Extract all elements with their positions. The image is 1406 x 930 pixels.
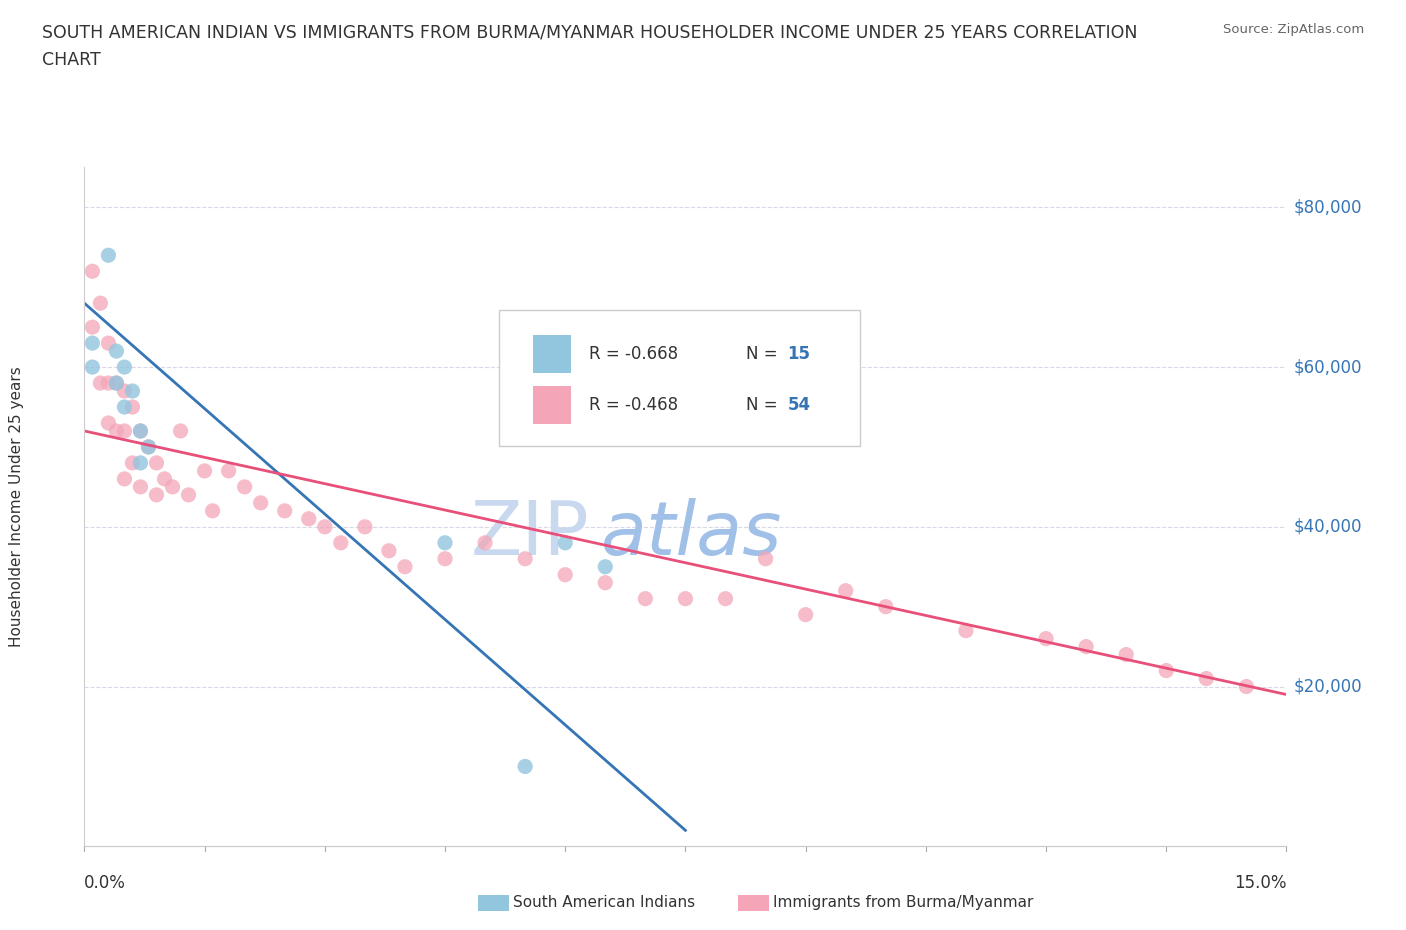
Text: Householder Income Under 25 years: Householder Income Under 25 years <box>10 366 24 647</box>
Point <box>82 336 104 351</box>
Point <box>153 472 176 486</box>
Point <box>595 576 617 591</box>
Point <box>114 423 135 438</box>
Point <box>121 383 143 398</box>
Point <box>794 607 817 622</box>
Point <box>955 623 977 638</box>
Point <box>129 423 152 438</box>
Text: N =: N = <box>745 396 782 414</box>
Text: South American Indians: South American Indians <box>513 895 696 910</box>
Point <box>169 423 191 438</box>
Text: 54: 54 <box>787 396 811 414</box>
Point <box>162 480 184 495</box>
Point <box>138 440 160 455</box>
Text: CHART: CHART <box>42 51 101 69</box>
Point <box>105 376 128 391</box>
Point <box>515 551 537 566</box>
Point <box>554 536 576 551</box>
Point <box>515 759 537 774</box>
Text: Immigrants from Burma/Myanmar: Immigrants from Burma/Myanmar <box>773 895 1033 910</box>
Point <box>145 456 167 471</box>
Point <box>474 536 496 551</box>
Point <box>201 503 224 518</box>
Point <box>714 591 737 606</box>
Point <box>755 551 778 566</box>
FancyBboxPatch shape <box>499 310 859 445</box>
Text: N =: N = <box>745 345 782 363</box>
Text: atlas: atlas <box>602 498 783 570</box>
Point <box>354 519 377 534</box>
Point <box>129 423 152 438</box>
Point <box>274 503 297 518</box>
Text: 0.0%: 0.0% <box>84 874 127 892</box>
Point <box>554 567 576 582</box>
Point <box>114 383 135 398</box>
Point <box>298 512 321 526</box>
Point <box>1076 639 1098 654</box>
Point <box>233 480 256 495</box>
Point <box>121 400 143 415</box>
FancyBboxPatch shape <box>533 336 571 373</box>
Point <box>434 551 457 566</box>
Point <box>145 487 167 502</box>
Point <box>1156 663 1178 678</box>
Text: 15: 15 <box>787 345 811 363</box>
Text: R = -0.468: R = -0.468 <box>589 396 678 414</box>
Text: SOUTH AMERICAN INDIAN VS IMMIGRANTS FROM BURMA/MYANMAR HOUSEHOLDER INCOME UNDER : SOUTH AMERICAN INDIAN VS IMMIGRANTS FROM… <box>42 23 1137 41</box>
Point <box>82 360 104 375</box>
Text: Source: ZipAtlas.com: Source: ZipAtlas.com <box>1223 23 1364 36</box>
Point <box>97 376 120 391</box>
Text: R = -0.668: R = -0.668 <box>589 345 678 363</box>
Point <box>1115 647 1137 662</box>
Text: ZIP: ZIP <box>471 498 589 570</box>
Point <box>194 463 217 478</box>
Point <box>121 456 143 471</box>
Point <box>835 583 858 598</box>
Point <box>82 320 104 335</box>
Point <box>675 591 697 606</box>
Text: $40,000: $40,000 <box>1294 518 1362 536</box>
Point <box>329 536 352 551</box>
Point <box>89 296 111 311</box>
Point <box>105 344 128 359</box>
Point <box>314 519 336 534</box>
Point <box>1195 671 1218 686</box>
Point <box>114 360 135 375</box>
Point <box>82 264 104 279</box>
Point <box>1234 679 1257 694</box>
Text: $60,000: $60,000 <box>1294 358 1362 376</box>
Point <box>249 496 271 511</box>
Point <box>434 536 457 551</box>
Point <box>97 247 120 262</box>
Point <box>105 376 128 391</box>
Point <box>378 543 401 558</box>
Point <box>129 480 152 495</box>
Point <box>394 559 416 574</box>
Point <box>1035 631 1057 646</box>
Point <box>105 423 128 438</box>
Point <box>875 599 897 614</box>
Text: $80,000: $80,000 <box>1294 198 1362 217</box>
Point <box>114 472 135 486</box>
FancyBboxPatch shape <box>533 386 571 424</box>
Point <box>218 463 240 478</box>
Point <box>97 416 120 431</box>
Point <box>177 487 200 502</box>
Point <box>138 440 160 455</box>
Point <box>89 376 111 391</box>
Point <box>595 559 617 574</box>
Text: $20,000: $20,000 <box>1294 678 1362 696</box>
Point <box>129 456 152 471</box>
Point <box>114 400 135 415</box>
Point <box>97 336 120 351</box>
Text: 15.0%: 15.0% <box>1234 874 1286 892</box>
Point <box>634 591 657 606</box>
